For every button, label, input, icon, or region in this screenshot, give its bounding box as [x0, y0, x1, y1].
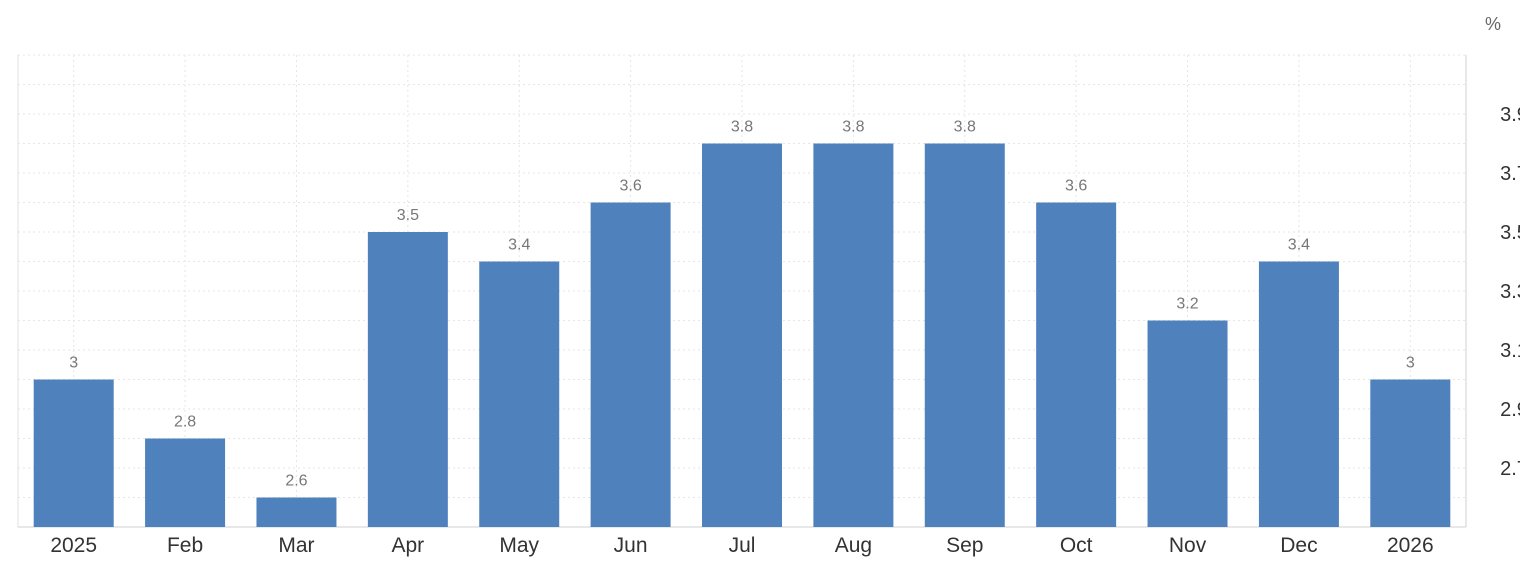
data-label: 2.8 [174, 414, 196, 431]
bar-may [479, 261, 560, 527]
data-label: 3 [69, 355, 78, 372]
unit-label: % [1485, 14, 1501, 34]
y-axis-ticks: 2.7 2.9 3.1 3.3 3.5 3.7 3.9 [1500, 104, 1520, 480]
y-tick-label: 3.9 [1500, 104, 1520, 126]
bar-2026 [1370, 379, 1451, 527]
bar-jul [702, 143, 782, 527]
x-tick-label: Nov [1169, 534, 1207, 557]
x-tick-label: Feb [167, 534, 203, 557]
x-tick-label: Oct [1060, 534, 1093, 557]
x-axis-ticks: 2025 Feb Mar Apr May Jun Jul Aug Sep Oct Nov Dec 202… [50, 534, 1433, 557]
y-tick-label: 2.7 [1500, 458, 1520, 480]
y-tick-label: 2.9 [1500, 399, 1520, 421]
data-label: 2.6 [285, 473, 307, 490]
data-label: 3.6 [619, 178, 641, 195]
data-label: 3.2 [1176, 296, 1198, 313]
bar-feb [145, 438, 226, 527]
y-tick-label: 3.7 [1500, 163, 1520, 185]
data-label: 3.6 [1065, 178, 1087, 195]
bar-jun [590, 202, 671, 527]
x-tick-label: 2026 [1387, 534, 1434, 557]
bar-sep [924, 143, 1005, 527]
data-label: 3.4 [508, 237, 530, 254]
bars [33, 143, 1451, 527]
x-tick-label: Mar [278, 534, 314, 557]
data-label: 3.8 [954, 119, 976, 136]
y-tick-label: 3.5 [1500, 222, 1520, 244]
data-label: 3 [1406, 355, 1415, 372]
bar-apr [367, 232, 448, 527]
x-tick-label: May [499, 534, 539, 557]
bar-oct [1036, 202, 1117, 527]
data-label: 3.5 [397, 207, 419, 224]
bar-aug [813, 143, 894, 527]
x-tick-label: Dec [1280, 534, 1317, 557]
x-tick-label: Aug [835, 534, 872, 557]
x-tick-label: Jul [729, 534, 756, 557]
x-tick-label: Jun [614, 534, 648, 557]
y-tick-label: 3.3 [1500, 281, 1520, 303]
data-label: 3.8 [731, 119, 753, 136]
x-tick-label: Sep [946, 534, 983, 557]
bar-dec [1258, 261, 1339, 527]
data-label: 3.8 [842, 119, 864, 136]
data-label: 3.4 [1288, 237, 1310, 254]
bar-mar [256, 497, 337, 527]
x-tick-label: Apr [392, 534, 425, 557]
x-tick-label: 2025 [50, 534, 97, 557]
bar-2025 [33, 379, 114, 527]
y-tick-label: 3.1 [1500, 340, 1520, 362]
data-labels: 3 2.8 2.6 3.5 3.4 3.6 3.8 3.8 3.8 3.6 3.2 3.4 3 [69, 119, 1415, 490]
bar-nov [1147, 320, 1228, 527]
